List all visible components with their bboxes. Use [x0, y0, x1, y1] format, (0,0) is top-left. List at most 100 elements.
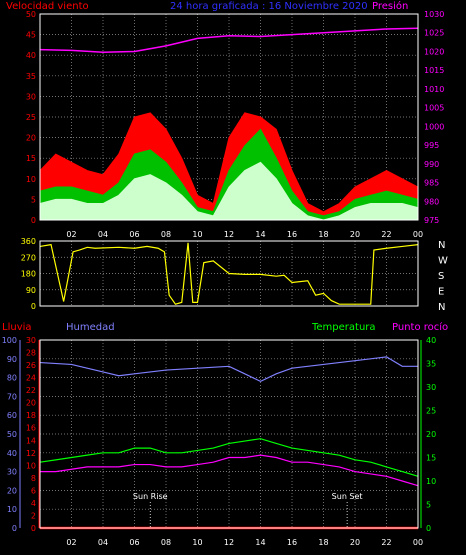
rain-tick-label: 18	[26, 411, 36, 420]
wind-direction-frame	[39, 240, 419, 307]
rain-tick-label: 28	[26, 349, 36, 358]
wind-direction-tick-label: 90	[26, 286, 36, 295]
pressure-tick-label: 1010	[424, 85, 444, 94]
sun-annotation-label: Sun Rise	[133, 492, 168, 501]
time-tick-label: 16	[287, 230, 297, 239]
time-tick-label: 22	[381, 230, 391, 239]
rain-tick-label: 14	[26, 436, 36, 445]
sun-annotations: Sun Rise Sun Set	[133, 492, 363, 528]
time-tick-label: 18	[318, 230, 328, 239]
rain-axis-title: Lluvia	[2, 322, 32, 333]
humidity-tick-label: 30	[7, 468, 17, 477]
compass-label: N	[438, 302, 445, 313]
rain-tick-label: 26	[26, 361, 36, 370]
pressure-tick-label: 985	[424, 179, 439, 188]
pressure-tick-label: 1000	[424, 122, 444, 131]
humidity-axis-title: Humedad	[66, 322, 115, 333]
wind-speed-tick-label: 0	[31, 216, 36, 225]
dewpoint-axis-title: Punto rocío	[392, 321, 448, 333]
wind-pressure-frame	[39, 13, 419, 221]
pressure-tick-label: 980	[424, 197, 439, 206]
humidity-tick-label: 10	[7, 505, 17, 514]
rain-tick-label: 20	[26, 399, 36, 408]
time-tick-label: 20	[350, 538, 360, 547]
temperature-axis-title: Temperatura	[311, 322, 376, 333]
time-tick-label: 08	[161, 230, 171, 239]
time-tick-labels-bottom: 02 04 06 08 10 12 14 16 18 20 22 00	[66, 538, 423, 547]
time-tick-labels-top: 02 04 06 08 10 12 14 16 18 20 22 00	[66, 230, 423, 239]
humidity-tick-label: 70	[7, 392, 17, 401]
wind-direction-tick-label: 360	[21, 237, 36, 246]
humidity-tick-label: 0	[12, 524, 17, 533]
wind-speed-tick-label: 10	[26, 175, 36, 184]
rain-tick-label: 16	[26, 424, 36, 433]
rain-tick-label: 0	[31, 524, 36, 533]
wind-speed-area	[39, 161, 419, 221]
time-tick-label: 22	[381, 538, 391, 547]
pressure-tick-label: 975	[424, 216, 439, 225]
temperature-tick-label: 40	[426, 336, 436, 345]
humidity-line	[39, 356, 418, 383]
temperature-line	[39, 438, 419, 477]
time-tick-label: 10	[192, 230, 202, 239]
time-tick-label: 20	[350, 230, 360, 239]
wind-direction-series	[39, 242, 419, 305]
wind-direction-tick-label: 180	[21, 270, 36, 279]
wind-direction-tick-label: 270	[21, 253, 36, 262]
wind-direction-line	[39, 242, 419, 305]
wind-speed-tick-label: 25	[26, 113, 36, 122]
humidity-tick-label: 100	[2, 336, 17, 345]
wind-pressure-series	[39, 27, 419, 221]
wind-speed-tick-label: 40	[26, 51, 36, 60]
chart-title: 24 hora graficada : 16 Noviembre 2020	[170, 1, 368, 12]
humidity-tick-label: 60	[7, 411, 17, 420]
wind-speed-tick-label: 20	[26, 134, 36, 143]
temperature-tick-label: 5	[426, 501, 431, 510]
pressure-line	[39, 27, 419, 53]
time-tick-label: 06	[129, 538, 139, 547]
temperature-tick-label: 15	[426, 454, 436, 463]
wind-pressure-panel: Velocidad viento 24 hora graficada : 16 …	[6, 0, 444, 239]
wind-speed-tick-labels: 0 5 10 15 20 25 30 35 40 45 50	[26, 10, 36, 225]
humidity-temperature-frame	[39, 339, 419, 529]
wind-speed-tick-label: 30	[26, 92, 36, 101]
rain-tick-label: 30	[26, 336, 36, 345]
temperature-tick-label: 20	[426, 430, 436, 439]
time-tick-label: 14	[255, 538, 265, 547]
rain-tick-label: 6	[31, 486, 36, 495]
wind-speed-tick-label: 15	[26, 154, 36, 163]
time-tick-label: 12	[224, 538, 234, 547]
pressure-tick-label: 995	[424, 141, 439, 150]
rain-tick-label: 10	[26, 461, 36, 470]
humidity-temperature-panel: Lluvia Humedad Temperatura Punto rocío 0…	[2, 321, 448, 547]
wind-direction-tick-labels: 0 90 180 270 360	[21, 237, 36, 311]
time-tick-label: 16	[287, 538, 297, 547]
time-tick-label: 00	[413, 538, 423, 547]
compass-label: E	[438, 287, 444, 298]
pressure-tick-labels: 975 980 985 990 995 1000 1005 1010 1015 1020 1025 1…	[424, 10, 444, 225]
humidity-tick-label: 40	[7, 449, 17, 458]
pressure-axis-title: Presión	[372, 0, 408, 12]
temperature-tick-label: 25	[426, 407, 436, 416]
wind-speed-axis-title: Velocidad viento	[6, 1, 89, 12]
rain-tick-label: 24	[26, 374, 36, 383]
time-tick-label: 04	[98, 538, 108, 547]
compass-label: N	[438, 240, 445, 251]
rain-tick-label: 8	[31, 474, 36, 483]
humidity-tick-label: 80	[7, 374, 17, 383]
time-tick-label: 08	[161, 538, 171, 547]
wind-speed-tick-label: 5	[31, 195, 36, 204]
time-tick-label: 06	[129, 230, 139, 239]
temperature-tick-label: 30	[426, 383, 436, 392]
pressure-tick-label: 1015	[424, 66, 444, 75]
humidity-tick-label: 20	[7, 486, 17, 495]
rain-tick-label: 12	[26, 449, 36, 458]
pressure-tick-label: 1005	[424, 104, 444, 113]
temperature-tick-label: 0	[426, 524, 431, 533]
pressure-tick-label: 1020	[424, 47, 444, 56]
rain-tick-label: 4	[31, 499, 36, 508]
humidity-tick-label: 90	[7, 355, 17, 364]
